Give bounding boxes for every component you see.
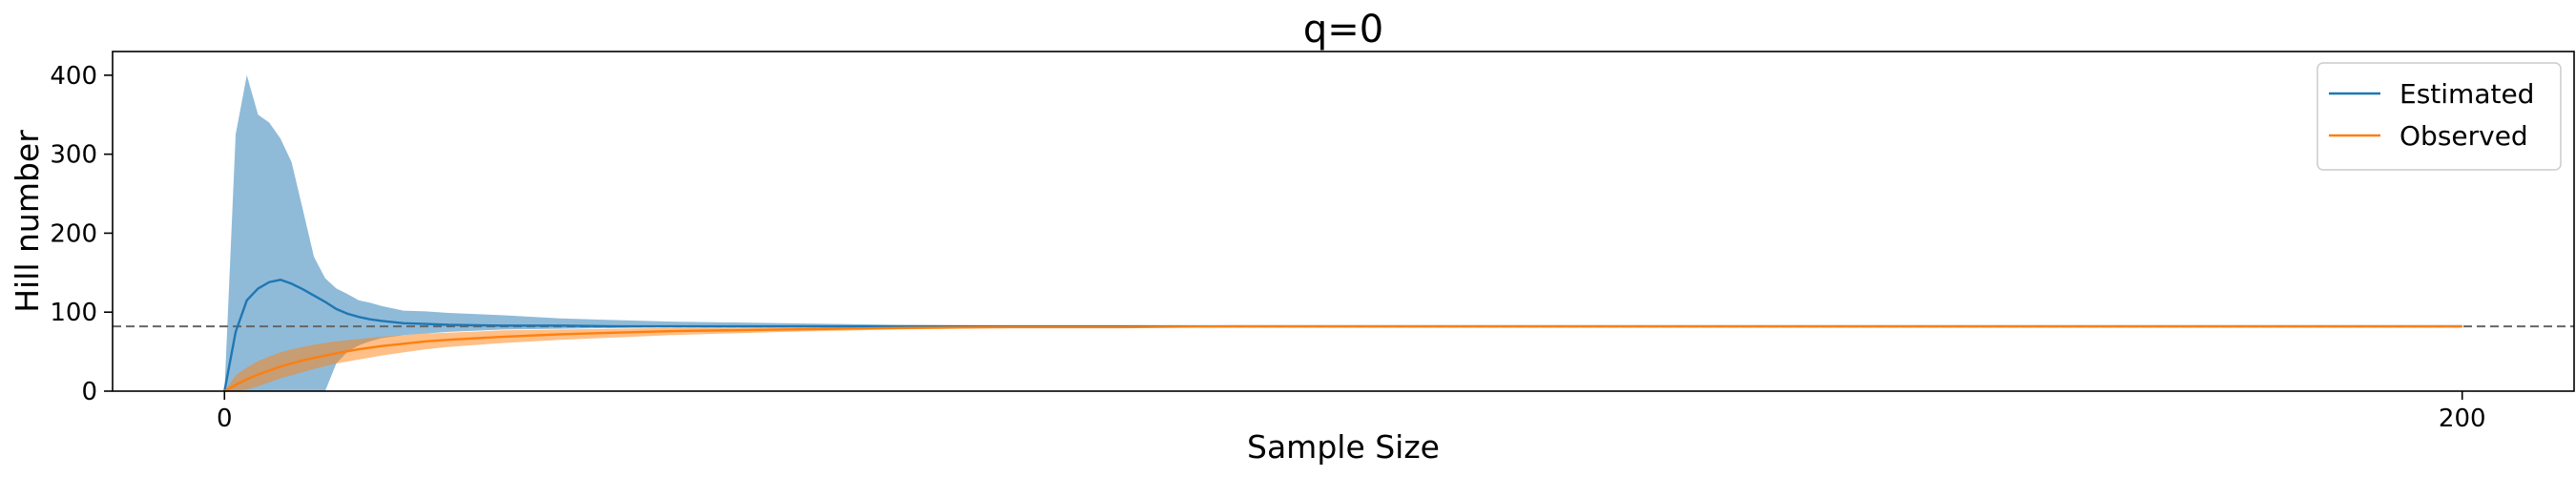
legend-box xyxy=(2316,62,2562,171)
y-tick-label: 300 xyxy=(50,141,97,170)
plot-area-frame xyxy=(112,51,2575,392)
observed-confidence-band xyxy=(224,326,2462,391)
y-tick-label: 100 xyxy=(50,299,97,327)
x-axis-title: Sample Size xyxy=(1247,428,1440,466)
series-lines xyxy=(223,279,2462,393)
y-tick-label: 200 xyxy=(50,219,97,248)
y-tick-label: 400 xyxy=(50,62,97,91)
y-tick-label: 0 xyxy=(81,378,97,406)
chart-title: q=0 xyxy=(1303,8,1383,52)
estimated-line xyxy=(223,279,2462,392)
legend: Estimated Observed xyxy=(2316,62,2562,171)
x-axis-ticks: 0 200 xyxy=(217,391,2486,433)
observed-line xyxy=(223,324,2462,393)
y-axis-ticks: 0 100 200 300 400 xyxy=(50,62,113,406)
estimated-confidence-band xyxy=(224,74,2462,392)
x-tick-label: 200 xyxy=(2439,404,2486,433)
y-axis-title: Hill number xyxy=(9,130,46,313)
confidence-bands xyxy=(224,74,2462,392)
legend-label-estimated: Estimated xyxy=(2399,78,2534,110)
legend-label-observed: Observed xyxy=(2399,120,2528,152)
x-tick-label: 0 xyxy=(217,404,233,433)
